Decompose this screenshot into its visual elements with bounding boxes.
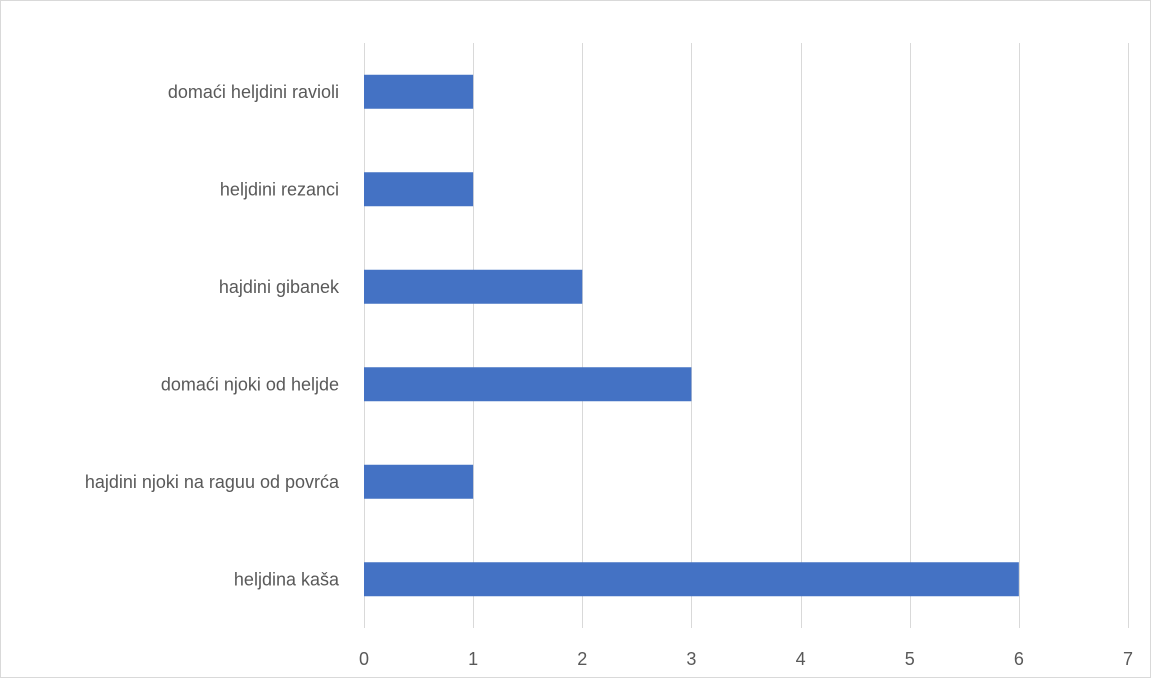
bar-1 — [364, 172, 474, 207]
category-label: domaći njoki od heljde — [161, 374, 339, 394]
bar-3 — [364, 367, 692, 402]
x-tick-label: 6 — [1014, 649, 1024, 669]
bar-4 — [364, 464, 474, 499]
x-tick-label: 3 — [686, 649, 696, 669]
bars — [364, 74, 1019, 597]
x-tick-label: 0 — [359, 649, 369, 669]
category-label: heljdini rezanci — [220, 179, 339, 199]
bar-2 — [364, 269, 583, 304]
category-label: domaći heljdini ravioli — [168, 82, 339, 102]
category-label: hajdini njoki na raguu od povrća — [85, 472, 340, 492]
x-axis-ticks: 0 1 2 3 4 5 6 7 — [359, 649, 1133, 669]
bar-5 — [364, 562, 1019, 597]
x-tick-label: 5 — [905, 649, 915, 669]
x-tick-label: 2 — [577, 649, 587, 669]
x-tick-label: 7 — [1123, 649, 1133, 669]
category-label: hajdini gibanek — [219, 277, 340, 297]
bar-0 — [364, 74, 474, 109]
x-tick-label: 1 — [468, 649, 478, 669]
category-label: heljdina kaša — [234, 569, 340, 589]
grid-lines — [364, 43, 1129, 628]
category-labels: domaći heljdini ravioli heljdini rezanci h… — [85, 82, 340, 590]
x-tick-label: 4 — [796, 649, 806, 669]
